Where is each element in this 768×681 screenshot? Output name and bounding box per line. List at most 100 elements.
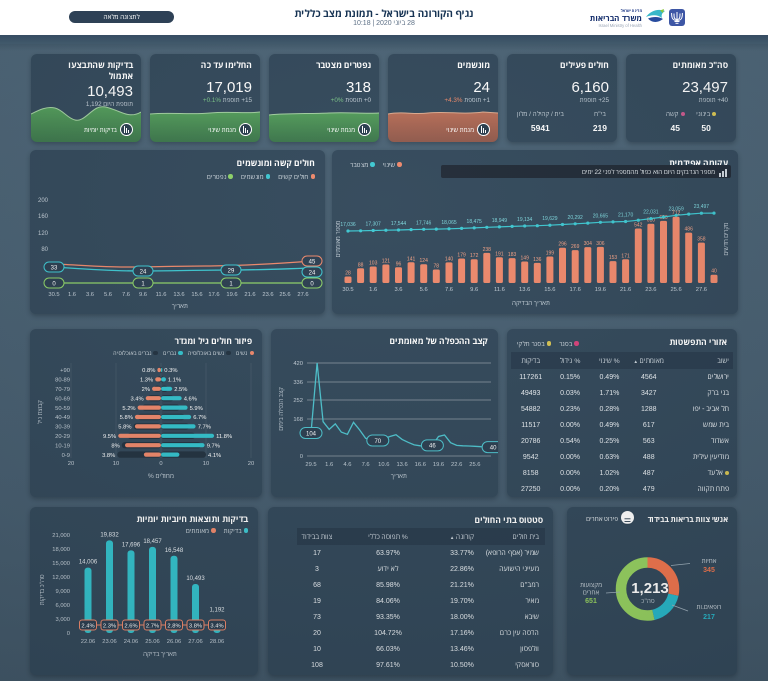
svg-text:60-69: 60-69 bbox=[55, 394, 70, 402]
svg-text:3.6: 3.6 bbox=[86, 290, 94, 298]
svg-text:1,213: 1,213 bbox=[631, 578, 669, 598]
svg-text:21.6: 21.6 bbox=[244, 290, 255, 298]
svg-text:22.06: 22.06 bbox=[81, 637, 96, 645]
svg-text:18,475: 18,475 bbox=[467, 219, 483, 225]
svg-text:0: 0 bbox=[159, 459, 162, 467]
svg-text:24.06: 24.06 bbox=[124, 637, 139, 645]
svg-text:10-19: 10-19 bbox=[55, 441, 70, 449]
svg-text:0: 0 bbox=[310, 280, 314, 288]
svg-text:7.6: 7.6 bbox=[122, 290, 130, 298]
svg-text:149: 149 bbox=[521, 256, 530, 262]
svg-text:153: 153 bbox=[609, 255, 618, 261]
svg-text:252: 252 bbox=[293, 396, 303, 404]
svg-text:3.4%: 3.4% bbox=[210, 622, 223, 630]
svg-text:סה"כ: סה"כ bbox=[641, 596, 655, 605]
svg-text:19,629: 19,629 bbox=[542, 216, 558, 222]
svg-text:7.6: 7.6 bbox=[362, 460, 370, 468]
svg-text:121: 121 bbox=[382, 259, 391, 265]
svg-text:0: 0 bbox=[300, 452, 303, 460]
svg-text:מקרים חדשים: מקרים חדשים bbox=[722, 222, 730, 255]
svg-text:17,696: 17,696 bbox=[122, 540, 141, 548]
svg-text:משרד הבריאות: משרד הבריאות bbox=[589, 13, 642, 24]
svg-text:0: 0 bbox=[52, 280, 56, 288]
svg-text:304: 304 bbox=[584, 241, 593, 247]
svg-text:סה"כ בדיקות: סה"כ בדיקות bbox=[38, 575, 46, 606]
svg-text:191: 191 bbox=[495, 251, 504, 257]
svg-text:33: 33 bbox=[51, 264, 58, 272]
svg-text:4.6%: 4.6% bbox=[184, 394, 197, 402]
svg-text:168: 168 bbox=[293, 415, 303, 423]
svg-text:0.3%: 0.3% bbox=[164, 366, 177, 374]
svg-text:11.8%: 11.8% bbox=[216, 432, 232, 440]
svg-text:קצב הכפלה בימים: קצב הכפלה בימים bbox=[277, 387, 285, 431]
svg-text:23.6: 23.6 bbox=[645, 285, 656, 293]
svg-text:23,059: 23,059 bbox=[668, 206, 684, 212]
svg-text:10: 10 bbox=[113, 459, 119, 467]
svg-text:14,006: 14,006 bbox=[79, 558, 98, 566]
svg-text:21,000: 21,000 bbox=[52, 531, 70, 539]
svg-text:22.6: 22.6 bbox=[451, 460, 462, 468]
svg-text:19,832: 19,832 bbox=[100, 530, 119, 538]
svg-text:12,000: 12,000 bbox=[52, 573, 70, 581]
svg-text:25.06: 25.06 bbox=[145, 637, 160, 645]
svg-text:26.06: 26.06 bbox=[167, 637, 182, 645]
svg-text:23.6: 23.6 bbox=[262, 290, 273, 298]
svg-text:3.8%: 3.8% bbox=[189, 622, 202, 630]
svg-text:3.8%: 3.8% bbox=[102, 451, 115, 459]
svg-text:17,746: 17,746 bbox=[416, 220, 432, 226]
svg-text:30.5: 30.5 bbox=[48, 290, 59, 298]
svg-text:46: 46 bbox=[429, 442, 436, 450]
svg-text:18,065: 18,065 bbox=[441, 220, 457, 226]
svg-text:24: 24 bbox=[140, 268, 147, 276]
svg-text:70: 70 bbox=[374, 437, 381, 445]
svg-text:10: 10 bbox=[203, 459, 209, 467]
svg-text:50-59: 50-59 bbox=[55, 404, 70, 412]
svg-text:15.6: 15.6 bbox=[191, 290, 202, 298]
svg-text:20,292: 20,292 bbox=[568, 215, 584, 221]
svg-text:124: 124 bbox=[420, 258, 429, 264]
svg-text:אחיות: אחיות bbox=[702, 556, 717, 565]
svg-text:9,000: 9,000 bbox=[55, 587, 70, 595]
svg-text:172: 172 bbox=[470, 253, 479, 259]
svg-text:מספר מאומתים: מספר מאומתים bbox=[334, 221, 342, 258]
svg-text:6,000: 6,000 bbox=[55, 601, 70, 609]
svg-text:23.06: 23.06 bbox=[102, 637, 117, 645]
svg-text:40-49: 40-49 bbox=[55, 413, 70, 421]
svg-text:10.6: 10.6 bbox=[378, 460, 389, 468]
svg-text:רופאים.ות: רופאים.ות bbox=[697, 602, 722, 611]
svg-text:22,031: 22,031 bbox=[643, 210, 659, 216]
svg-text:תאריך הבדיקה: תאריך הבדיקה bbox=[512, 298, 550, 307]
svg-text:336: 336 bbox=[293, 378, 303, 386]
svg-text:7.6: 7.6 bbox=[445, 285, 453, 293]
svg-text:Israel Ministry of Health: Israel Ministry of Health bbox=[598, 24, 642, 29]
svg-text:1: 1 bbox=[229, 280, 233, 288]
svg-text:20: 20 bbox=[68, 459, 74, 467]
svg-text:18,457: 18,457 bbox=[143, 537, 162, 545]
svg-text:27.6: 27.6 bbox=[297, 290, 308, 298]
svg-text:19.6: 19.6 bbox=[226, 290, 237, 298]
svg-text:25.6: 25.6 bbox=[670, 285, 681, 293]
svg-text:1.3%: 1.3% bbox=[140, 376, 153, 384]
svg-text:2.7%: 2.7% bbox=[146, 622, 159, 630]
svg-text:1.6: 1.6 bbox=[68, 290, 76, 298]
svg-text:70-79: 70-79 bbox=[55, 385, 70, 393]
svg-text:5.2%: 5.2% bbox=[122, 404, 135, 412]
svg-text:11.6: 11.6 bbox=[494, 285, 505, 293]
svg-text:542: 542 bbox=[634, 223, 643, 229]
svg-text:171: 171 bbox=[621, 253, 630, 259]
svg-text:3,000: 3,000 bbox=[55, 615, 70, 623]
svg-text:מדינת ישראל: מדינת ישראל bbox=[620, 9, 642, 14]
svg-text:2.8%: 2.8% bbox=[167, 622, 180, 630]
svg-text:1,192: 1,192 bbox=[209, 605, 225, 613]
svg-text:21.6: 21.6 bbox=[620, 285, 631, 293]
svg-text:141: 141 bbox=[407, 256, 416, 262]
svg-text:17,544: 17,544 bbox=[391, 221, 407, 227]
svg-text:27.6: 27.6 bbox=[696, 285, 707, 293]
svg-text:2.4%: 2.4% bbox=[81, 622, 94, 630]
svg-text:200: 200 bbox=[38, 196, 49, 204]
svg-text:358: 358 bbox=[697, 237, 706, 243]
svg-text:3.6: 3.6 bbox=[394, 285, 402, 293]
svg-text:אחרים: אחרים bbox=[583, 588, 599, 597]
svg-text:13.6: 13.6 bbox=[519, 285, 530, 293]
svg-text:15,000: 15,000 bbox=[52, 559, 70, 567]
